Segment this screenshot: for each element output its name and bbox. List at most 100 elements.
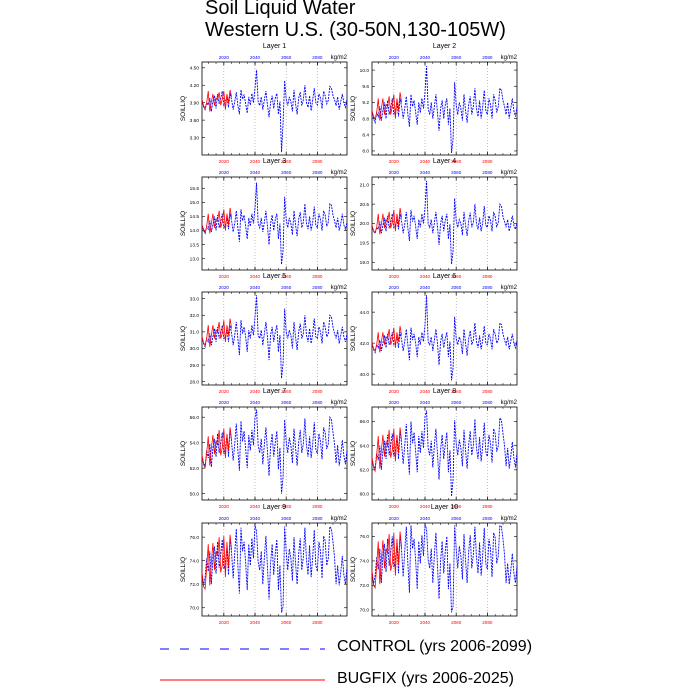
panel-1-top-tick-label: 2040	[250, 55, 261, 60]
panel-1-bottom-tick-label: 2040	[250, 159, 261, 164]
panel-1-bottom-tick-label: 2020	[219, 159, 230, 164]
panel-7-top-tick-label: 2020	[219, 400, 230, 405]
panel-2-bottom-tick-label: 2040	[420, 159, 431, 164]
panel-5-bottom-tick-label: 2080	[312, 389, 323, 394]
panel-2-y-tick-label: 8.4	[362, 132, 369, 138]
panel-2-series-control	[371, 66, 518, 154]
panel-5-bottom-tick-label: 2020	[219, 389, 230, 394]
panel-1-y-tick-label: 4.20	[190, 83, 200, 89]
panel-6-top-tick-label: 2020	[389, 285, 400, 290]
panel-9-bottom-tick-label: 2080	[312, 620, 323, 625]
panel-4-series-bugfix	[371, 207, 403, 235]
panel-1-y-axis-label: SOILLIQ	[180, 96, 187, 121]
panel-5-bottom-tick-label: 2040	[250, 389, 261, 394]
panel-2-units: kg/m2	[501, 55, 518, 61]
panel-3-series-bugfix	[201, 207, 233, 234]
panel-5-y-tick-label: 33.0	[190, 296, 200, 302]
panel-1-units: kg/m2	[331, 55, 348, 61]
panel-4-top-tick-label: 2060	[451, 170, 462, 175]
panel-10-top-tick-label: 2060	[451, 516, 462, 521]
panel-8-title: Layer 8	[433, 388, 456, 395]
panel-2-bottom-tick-label: 2020	[389, 159, 400, 164]
panel-5-y-tick-label: 32.0	[190, 313, 200, 319]
panel-4-y-tick-label: 20.5	[360, 202, 370, 208]
panel-3-bottom-tick-label: 2020	[219, 274, 230, 279]
panel-8-bottom-tick-label: 2080	[482, 504, 493, 509]
panel-2-y-tick-label: 10.0	[360, 68, 370, 74]
panel-9-y-tick-label: 72.0	[190, 582, 200, 588]
panel-1-y-tick-label: 3.90	[190, 100, 200, 106]
panel-7-top-tick-label: 2060	[281, 400, 292, 405]
panel-2-y-axis-label: SOILLIQ	[350, 96, 357, 121]
panel-3-y-tick-label: 13.5	[190, 242, 200, 248]
panel-10-y-tick-label: 74.0	[360, 559, 370, 565]
panel-2-bottom-tick-label: 2060	[451, 159, 462, 164]
panel-4-y-axis-label: SOILLIQ	[350, 211, 357, 236]
panel-10-units: kg/m2	[501, 516, 518, 522]
panel-7-bottom-tick-label: 2060	[281, 504, 292, 509]
panel-10-series-bugfix	[371, 531, 403, 590]
panel-10-bottom-tick-label: 2020	[389, 620, 400, 625]
panel-2-y-tick-label: 9.2	[362, 100, 369, 106]
panel-1-series-control	[201, 70, 348, 153]
panel-1-y-tick-label: 3.60	[190, 118, 200, 124]
panel-4-bottom-tick-label: 2080	[482, 274, 493, 279]
panel-1-frame	[201, 61, 348, 156]
panel-4-top-tick-label: 2020	[389, 170, 400, 175]
panel-6-units: kg/m2	[501, 285, 518, 291]
panel-2-top-tick-label: 2040	[420, 55, 431, 60]
panel-5-series-bugfix	[201, 318, 233, 347]
panel-1-y-tick-label: 4.50	[190, 66, 200, 72]
panel-5-y-tick-label: 29.0	[190, 363, 200, 369]
panel-3-y-tick-label: 15.5	[190, 186, 200, 192]
panel-7-y-tick-label: 54.0	[190, 440, 200, 446]
panel-10-top-tick-label: 2040	[420, 516, 431, 521]
panel-6-bottom-tick-label: 2060	[451, 389, 462, 394]
panel-4-y-tick-label: 19.0	[360, 260, 370, 266]
panel-7-top-tick-label: 2080	[312, 400, 323, 405]
panel-9-bottom-tick-label: 2020	[219, 620, 230, 625]
panel-3-y-tick-label: 13.0	[190, 256, 200, 262]
panel-5-top-tick-label: 2040	[250, 285, 261, 290]
panel-7-bottom-tick-label: 2040	[250, 504, 261, 509]
panel-5-top-tick-label: 2060	[281, 285, 292, 290]
panel-9-top-tick-label: 2040	[250, 516, 261, 521]
panel-3-top-tick-label: 2060	[281, 170, 292, 175]
panel-5-y-tick-label: 31.0	[190, 330, 200, 336]
panel-10-y-axis-label: SOILLIQ	[350, 557, 357, 582]
panel-5-top-tick-label: 2020	[219, 285, 230, 290]
panel-10-bottom-tick-label: 2040	[420, 620, 431, 625]
panel-6-top-tick-label: 2060	[451, 285, 462, 290]
panel-6-top-tick-label: 2040	[420, 285, 431, 290]
panel-10-top-tick-label: 2080	[482, 516, 493, 521]
panel-3-bottom-tick-label: 2060	[281, 274, 292, 279]
panel-3-top-tick-label: 2040	[250, 170, 261, 175]
panel-2-y-tick-label: 8.0	[362, 149, 369, 155]
panel-6-y-tick-label: 42.0	[360, 341, 370, 347]
panel-8-top-tick-label: 2060	[451, 400, 462, 405]
panel-8-bottom-tick-label: 2060	[451, 504, 462, 509]
panel-3-units: kg/m2	[331, 170, 348, 176]
panel-4-y-tick-label: 20.0	[360, 221, 370, 227]
panel-8-y-tick-label: 60.0	[360, 492, 370, 498]
panel-9-series-bugfix	[201, 534, 233, 591]
panel-2-y-tick-label: 9.6	[362, 84, 369, 90]
panel-5-bottom-tick-label: 2060	[281, 389, 292, 394]
panel-6-top-tick-label: 2080	[482, 285, 493, 290]
panel-2-y-tick-label: 8.8	[362, 116, 369, 122]
panel-5-title: Layer 5	[263, 273, 286, 280]
panel-10-bottom-tick-label: 2080	[482, 620, 493, 625]
panel-4-y-tick-label: 19.5	[360, 241, 370, 247]
panel-9-y-tick-label: 76.0	[190, 535, 200, 541]
panel-1-top-tick-label: 2020	[219, 55, 230, 60]
panel-4-bottom-tick-label: 2020	[389, 274, 400, 279]
panel-9-y-tick-label: 70.0	[190, 605, 200, 611]
panel-8-units: kg/m2	[501, 400, 518, 406]
panel-2-title: Layer 2	[433, 43, 456, 50]
panel-2-top-tick-label: 2080	[482, 55, 493, 60]
panel-6-frame	[371, 291, 518, 386]
panel-4-y-tick-label: 21.0	[360, 182, 370, 188]
panel-9-top-tick-label: 2020	[219, 516, 230, 521]
panel-8-bottom-tick-label: 2040	[420, 504, 431, 509]
